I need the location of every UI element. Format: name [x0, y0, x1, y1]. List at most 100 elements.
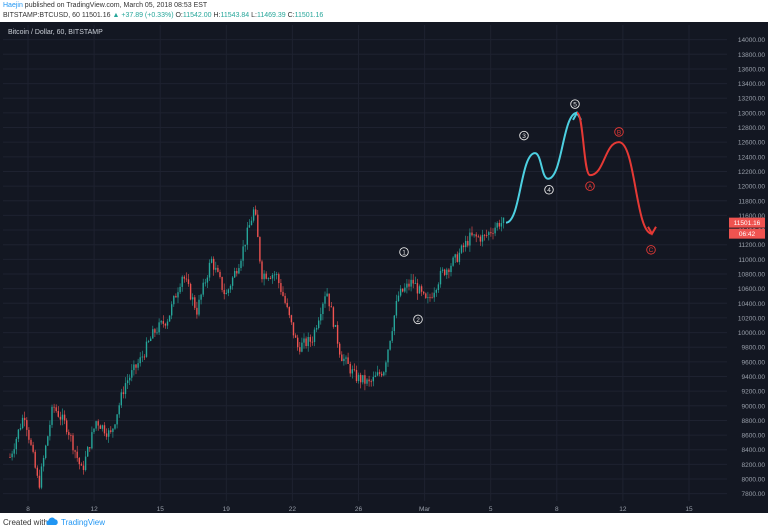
candle-body	[423, 291, 425, 294]
candle-body	[139, 357, 141, 364]
last-price: 11501.16	[81, 12, 111, 19]
footer: Created with TradingView	[0, 513, 768, 532]
candle-body	[322, 303, 324, 315]
low-value: 11469.39	[257, 12, 286, 19]
candle-body	[381, 373, 383, 376]
candle-body	[303, 338, 305, 343]
candle-body	[452, 257, 454, 266]
candle-body	[87, 447, 89, 457]
chart-title: Bitcoin / Dollar, 60, BITSTAMP	[8, 29, 103, 36]
candle-body	[101, 425, 104, 429]
candle-body	[469, 232, 471, 246]
tradingview-link[interactable]: TradingView	[61, 518, 106, 527]
candle-body	[126, 380, 129, 384]
candle-body	[89, 447, 91, 449]
candle-body	[204, 282, 206, 284]
y-tick-label: 10000.00	[738, 330, 765, 337]
wave-label-circle	[519, 130, 529, 141]
candle-body	[347, 357, 349, 364]
tradingview-cloud-icon	[45, 517, 59, 528]
wave-label: 2	[416, 317, 420, 324]
candle-body	[196, 307, 198, 315]
candle-body	[255, 209, 257, 215]
candle-body	[433, 292, 435, 298]
candle-body	[492, 233, 494, 235]
y-tick-label: 8600.00	[742, 433, 766, 440]
y-tick-label: 12200.00	[738, 169, 765, 176]
candle-body	[389, 340, 391, 350]
candle-body	[290, 315, 293, 323]
candle-body	[439, 270, 442, 285]
candle-body	[13, 449, 15, 454]
y-tick-label: 8000.00	[742, 477, 766, 484]
candle-body	[26, 420, 28, 430]
candle-body	[294, 335, 297, 338]
candle-body	[61, 414, 64, 420]
candle-body	[63, 414, 66, 421]
candle-body	[465, 240, 467, 248]
close-label: C:	[287, 12, 295, 19]
candle-body	[257, 214, 259, 238]
candle-body	[282, 291, 284, 296]
candle-body	[168, 315, 171, 322]
y-tick-label: 10200.00	[738, 315, 765, 322]
candle-body	[78, 457, 80, 465]
candle-body	[47, 436, 49, 446]
candle-body	[82, 465, 85, 470]
candle-body	[410, 279, 412, 287]
candle-body	[24, 417, 26, 421]
candle-body	[57, 411, 59, 417]
candle-body	[210, 258, 213, 263]
candle-body	[202, 282, 204, 295]
candle-body	[366, 379, 368, 384]
candle-body	[488, 232, 490, 236]
candle-body	[402, 288, 404, 292]
wave-label: 3	[522, 133, 526, 140]
candle-body	[416, 283, 419, 294]
candle-body	[38, 475, 41, 488]
candle-body	[259, 237, 261, 262]
candle-body	[437, 284, 440, 291]
x-tick-label: 19	[223, 506, 231, 513]
candle-body	[129, 377, 131, 381]
candle-body	[141, 356, 143, 358]
candle-body	[297, 337, 299, 348]
candle-body	[55, 407, 57, 412]
candle-body	[223, 289, 225, 295]
candle-body	[269, 278, 272, 279]
candle-body	[414, 283, 416, 284]
author-link[interactable]: Haejin	[3, 2, 23, 9]
candle-body	[208, 262, 211, 278]
publish-line: Haejin published on TradingView.com, Mar…	[3, 2, 207, 9]
wave-label-circle	[413, 314, 423, 325]
candle-body	[15, 438, 17, 450]
candle-body	[95, 421, 97, 429]
candle-body	[360, 374, 362, 383]
projection-down-path	[576, 111, 653, 235]
candle-body	[229, 285, 232, 290]
candle-body	[53, 406, 55, 408]
candle-body	[252, 209, 255, 221]
chart-area[interactable]: 7800.00 8000.00 8200.00 8400.00 8600.00 8800.…	[0, 22, 768, 513]
candle-body	[59, 416, 62, 420]
candle-body	[399, 288, 402, 296]
candle-body	[473, 234, 475, 236]
wave-label-circle	[399, 247, 409, 257]
candle-body	[341, 354, 343, 362]
candle-body	[70, 435, 72, 436]
candle-body	[116, 414, 118, 425]
candle-body	[387, 349, 389, 363]
candle-body	[17, 429, 20, 439]
candle-body	[143, 356, 146, 358]
candle-body	[353, 369, 356, 371]
price-chart[interactable]: 7800.00 8000.00 8200.00 8400.00 8600.00 8800.…	[0, 22, 768, 513]
x-tick-label: 8	[555, 506, 559, 513]
candle-body	[114, 424, 116, 429]
candle-body	[105, 433, 108, 437]
x-tick-label: 8	[26, 506, 30, 513]
candle-body	[133, 364, 135, 371]
candle-body	[158, 322, 160, 333]
y-tick-label: 11800.00	[738, 198, 765, 205]
candle-body	[80, 464, 83, 466]
y-tick-label: 13800.00	[738, 52, 765, 59]
